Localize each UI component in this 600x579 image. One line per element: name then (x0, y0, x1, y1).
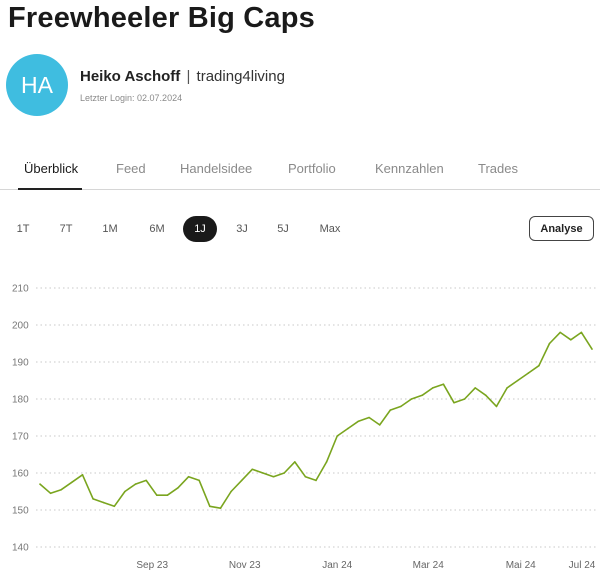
tab-bar: Überblick Feed Handelsidee Portfolio Ken… (0, 155, 600, 190)
tab-handelsidee[interactable]: Handelsidee (180, 161, 253, 176)
author-separator: | (186, 68, 191, 85)
data-point (559, 331, 561, 334)
data-point (134, 483, 137, 485)
range-6m[interactable]: 6M (149, 223, 165, 235)
data-point (548, 342, 551, 345)
data-point (527, 372, 530, 374)
x-tick-label: Sep 23 (136, 560, 168, 571)
data-point (357, 420, 360, 422)
data-point (39, 483, 41, 485)
y-tick-label: 140 (12, 543, 29, 554)
range-1t[interactable]: 1T (16, 223, 30, 235)
tab-ueberblick[interactable]: Überblick (24, 161, 79, 176)
range-max[interactable]: Max (319, 223, 341, 235)
data-point (506, 387, 508, 389)
y-tick-label: 170 (12, 432, 29, 443)
data-point (304, 475, 307, 478)
data-point (442, 383, 445, 385)
tab-kennzahlen[interactable]: Kennzahlen (375, 161, 444, 176)
data-point (71, 481, 73, 484)
data-point (453, 401, 455, 404)
data-point (347, 427, 349, 430)
data-point (294, 461, 296, 463)
range-1m[interactable]: 1M (102, 223, 118, 235)
last-login: Letzter Login: 02.07.2024 (80, 93, 183, 103)
tab-trades[interactable]: Trades (478, 161, 518, 176)
y-tick-label: 150 (12, 506, 29, 517)
data-point (240, 479, 243, 482)
range-7t[interactable]: 7T (59, 223, 73, 235)
data-point (485, 394, 487, 397)
data-point (92, 498, 94, 500)
active-tab-indicator (18, 188, 82, 190)
data-point (495, 405, 498, 408)
data-point (283, 472, 286, 474)
data-point (463, 398, 466, 400)
data-point (177, 487, 179, 489)
data-point (187, 475, 190, 478)
data-point (421, 394, 424, 397)
data-point (156, 494, 158, 496)
avatar[interactable]: HA (6, 54, 68, 116)
y-tick-label: 160 (12, 469, 29, 480)
data-point (145, 479, 147, 482)
y-tick-label: 180 (12, 395, 29, 406)
data-point (368, 416, 370, 419)
data-point (81, 474, 84, 476)
portfolio-title: Freewheeler Big Caps (8, 2, 315, 34)
y-tick-label: 190 (12, 358, 29, 369)
data-point (336, 435, 339, 437)
range-5j[interactable]: 5J (277, 223, 289, 235)
author-name[interactable]: Heiko Aschoff (80, 68, 181, 85)
data-point (400, 405, 402, 408)
series-line (39, 331, 593, 509)
data-point (230, 490, 232, 493)
performance-chart[interactable]: 140 150 160 170 180 190 200 210 Sep 23 Nov 23 Jan … (0, 270, 600, 579)
tab-portfolio[interactable]: Portfolio (288, 161, 336, 176)
data-point (474, 387, 477, 389)
x-tick-label: Jan 24 (322, 560, 352, 571)
x-tick-label: Jul 24 (569, 560, 596, 571)
data-point (325, 461, 328, 463)
data-point (591, 348, 593, 350)
data-point (570, 339, 572, 341)
data-point (538, 364, 540, 367)
y-tick-label: 200 (12, 321, 29, 332)
data-point (219, 507, 222, 509)
range-1j[interactable]: 1J (183, 216, 217, 242)
data-point (49, 492, 52, 495)
data-point (410, 398, 413, 400)
data-point (124, 490, 126, 493)
data-point (166, 494, 169, 496)
data-point (389, 409, 392, 411)
data-point (113, 505, 116, 508)
data-point (209, 505, 211, 508)
x-tick-label: Mai 24 (506, 560, 536, 571)
x-tick-label: Mar 24 (413, 560, 445, 571)
data-point (516, 379, 519, 382)
tab-feed[interactable]: Feed (116, 161, 146, 176)
data-point (102, 501, 105, 504)
data-point (272, 475, 275, 478)
data-point (315, 479, 317, 482)
data-point (198, 479, 200, 482)
data-point (262, 472, 264, 474)
data-point (251, 468, 254, 471)
data-point (60, 488, 62, 491)
author-handle[interactable]: trading4living (196, 68, 285, 85)
data-point (432, 387, 434, 389)
data-point (580, 331, 583, 334)
author-line: Heiko Aschoff | trading4living (80, 68, 285, 85)
x-tick-label: Nov 23 (229, 560, 261, 571)
analyse-button[interactable]: Analyse (529, 216, 594, 241)
data-point (378, 424, 381, 426)
range-3j[interactable]: 3J (236, 223, 248, 235)
y-tick-label: 210 (12, 284, 29, 295)
